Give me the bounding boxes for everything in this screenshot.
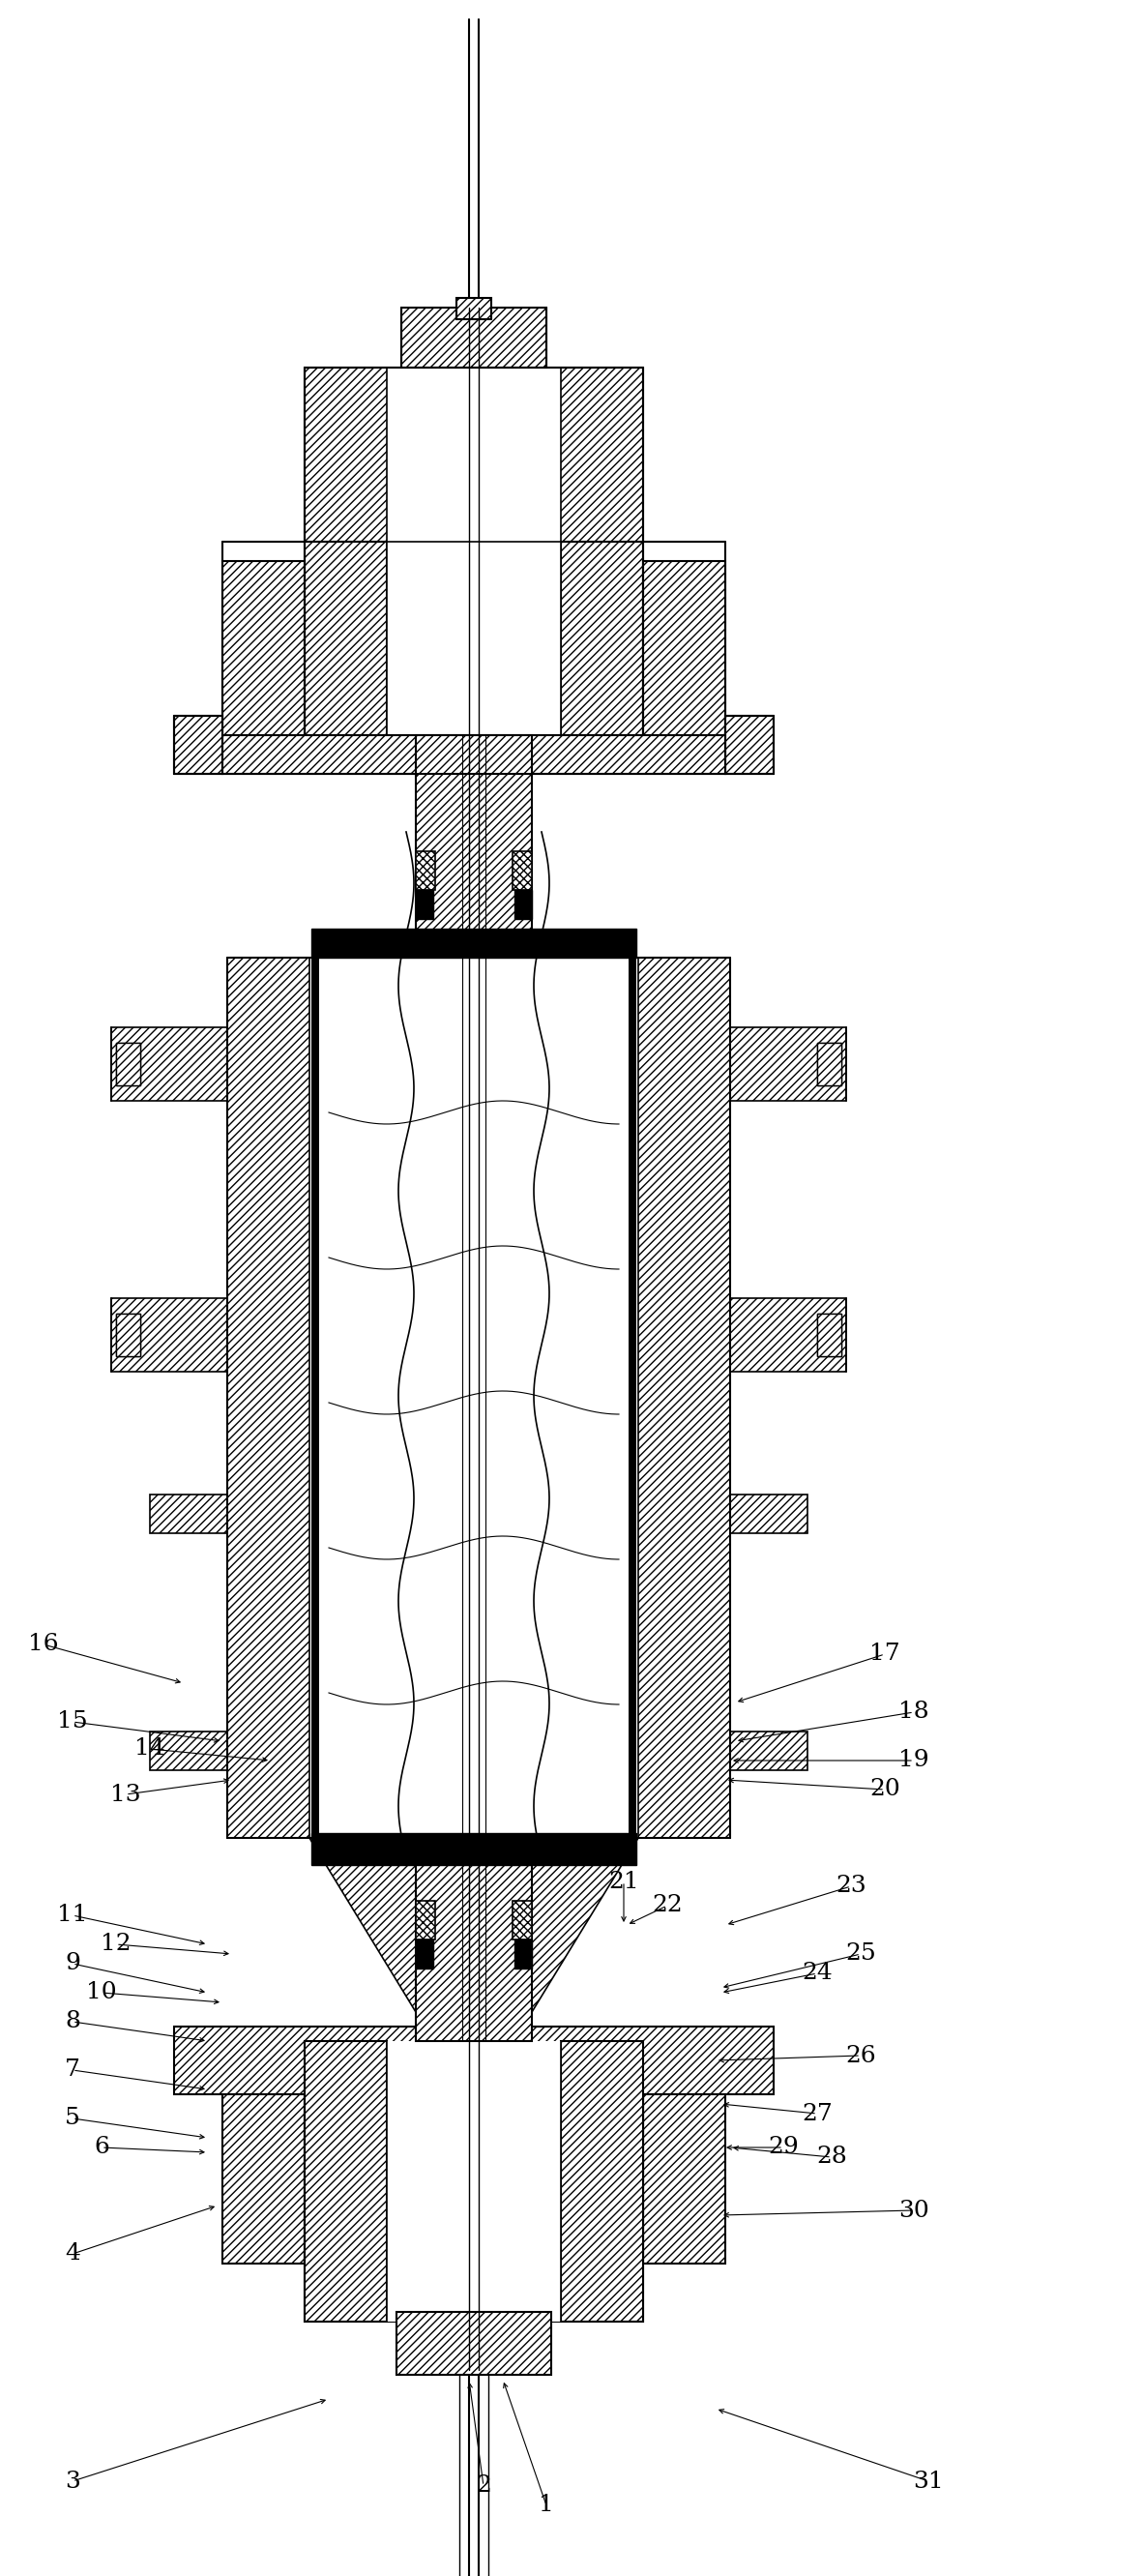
Text: 10: 10 (86, 1981, 117, 2004)
Polygon shape (116, 1043, 141, 1084)
Polygon shape (817, 1043, 841, 1084)
Polygon shape (415, 1901, 435, 1940)
Polygon shape (116, 1314, 141, 1355)
Polygon shape (174, 716, 222, 773)
Polygon shape (228, 1837, 415, 2012)
Text: 17: 17 (869, 1643, 900, 1664)
Text: 3: 3 (65, 2470, 80, 2494)
Polygon shape (304, 541, 387, 734)
Polygon shape (387, 2040, 561, 2321)
Polygon shape (111, 1298, 228, 1370)
Polygon shape (730, 1731, 808, 1770)
Text: 13: 13 (111, 1783, 141, 1806)
Polygon shape (638, 958, 730, 1837)
Polygon shape (513, 850, 532, 889)
Polygon shape (222, 734, 725, 773)
Polygon shape (228, 958, 309, 1837)
Text: 29: 29 (768, 2136, 799, 2159)
Text: 16: 16 (29, 1633, 58, 1656)
Polygon shape (116, 1314, 141, 1355)
Polygon shape (415, 734, 532, 958)
Polygon shape (725, 716, 773, 773)
Polygon shape (817, 1043, 841, 1084)
Text: 27: 27 (802, 2102, 833, 2125)
Polygon shape (319, 958, 628, 1837)
Text: 1: 1 (539, 2494, 554, 2517)
Text: 19: 19 (898, 1749, 929, 1772)
Polygon shape (111, 1028, 228, 1100)
Polygon shape (515, 1940, 532, 1968)
Text: 23: 23 (835, 1875, 866, 1899)
Polygon shape (116, 1043, 141, 1084)
Polygon shape (643, 2094, 725, 2264)
Text: 24: 24 (802, 1963, 833, 1984)
Polygon shape (311, 927, 636, 958)
Polygon shape (730, 1494, 808, 1533)
Polygon shape (397, 2311, 551, 2375)
Text: 14: 14 (135, 1739, 165, 1759)
Polygon shape (817, 1314, 841, 1355)
Polygon shape (532, 1837, 730, 2012)
Polygon shape (415, 850, 435, 889)
Text: 12: 12 (101, 1932, 132, 1955)
Text: 21: 21 (609, 1870, 639, 1893)
Polygon shape (730, 1028, 847, 1100)
Text: 30: 30 (898, 2200, 929, 2221)
Text: 20: 20 (869, 1777, 900, 1801)
Text: 25: 25 (845, 1942, 876, 1965)
Polygon shape (415, 1834, 532, 2040)
Polygon shape (456, 299, 491, 319)
Polygon shape (304, 368, 643, 541)
Polygon shape (561, 541, 643, 734)
Polygon shape (311, 951, 636, 1844)
Polygon shape (730, 1298, 847, 1370)
Text: 9: 9 (65, 1953, 80, 1976)
Text: 28: 28 (817, 2146, 847, 2169)
Polygon shape (222, 562, 304, 755)
Polygon shape (415, 1940, 434, 1968)
Text: 2: 2 (476, 2476, 491, 2496)
Text: 4: 4 (65, 2244, 80, 2264)
Polygon shape (415, 889, 434, 920)
Polygon shape (515, 889, 532, 920)
Text: 18: 18 (898, 1700, 929, 1723)
Text: 7: 7 (65, 2058, 80, 2081)
Text: 11: 11 (57, 1904, 88, 1927)
Text: 22: 22 (652, 1893, 683, 1917)
Polygon shape (513, 1901, 532, 1940)
Polygon shape (402, 307, 547, 368)
Polygon shape (150, 1731, 228, 1770)
Text: 5: 5 (65, 2107, 80, 2130)
Text: 8: 8 (65, 2012, 80, 2032)
Polygon shape (643, 562, 725, 755)
Text: 31: 31 (913, 2470, 944, 2494)
Text: 26: 26 (845, 2045, 876, 2066)
Polygon shape (387, 368, 561, 734)
Polygon shape (304, 2094, 643, 2321)
Polygon shape (174, 2027, 773, 2094)
Polygon shape (150, 1494, 228, 1533)
Polygon shape (222, 2094, 304, 2264)
Polygon shape (561, 2040, 643, 2321)
Polygon shape (304, 2040, 387, 2321)
Text: 15: 15 (57, 1710, 88, 1734)
Polygon shape (817, 1314, 841, 1355)
Polygon shape (311, 1834, 636, 1865)
Text: 6: 6 (94, 2136, 109, 2159)
